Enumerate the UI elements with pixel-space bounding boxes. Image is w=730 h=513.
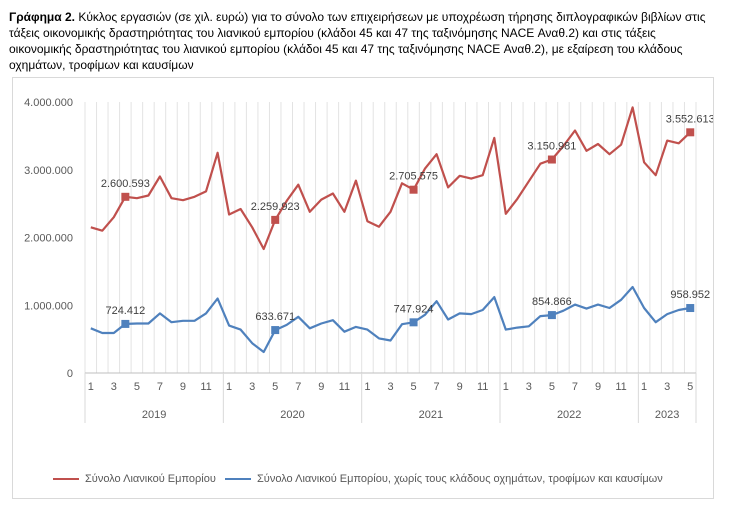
x-tick-label: 1 [226, 381, 232, 393]
year-label: 2019 [142, 409, 166, 421]
x-tick-label: 7 [572, 381, 578, 393]
data-marker [121, 192, 130, 201]
x-tick-label: 1 [88, 381, 94, 393]
data-marker [121, 319, 130, 328]
x-tick-label: 5 [272, 381, 278, 393]
x-tick-label: 11 [200, 381, 211, 393]
data-marker [686, 128, 695, 137]
data-marker [271, 215, 280, 224]
series-line [90, 285, 691, 354]
year-label: 2021 [419, 409, 443, 421]
data-marker [271, 326, 280, 335]
legend-item-retail-excl: Σύνολο Λιανικού Εμπορίου, χωρίς τους κλά… [225, 473, 663, 485]
x-tick-label: 9 [457, 381, 463, 393]
x-tick-label: 9 [318, 381, 324, 393]
data-label: 2.600.593 [101, 178, 150, 190]
chart-container: 0 1.000.000 2.000.000 3.000.000 4.000.000 1 3 5… [12, 77, 714, 499]
data-marker [409, 318, 418, 327]
caption-text: Κύκλος εργασιών (σε χιλ. ευρώ) για το σύ… [9, 10, 706, 72]
x-tick-label: 3 [111, 381, 117, 393]
data-marker [547, 311, 556, 320]
x-tick-label: 5 [410, 381, 416, 393]
legend-swatch-retail-excl [225, 478, 251, 481]
data-label: 958.952 [670, 289, 710, 301]
x-tick-label: 5 [134, 381, 140, 393]
legend-swatch-total-retail [53, 478, 79, 481]
x-tick-label: 9 [595, 381, 601, 393]
data-label: 633.671 [255, 311, 295, 323]
data-label: 747.924 [394, 303, 434, 315]
x-tick-label: 5 [549, 381, 555, 393]
year-label: 2020 [280, 409, 304, 421]
x-tick-label: 5 [687, 381, 693, 393]
caption-label: Γράφημα 2. [9, 10, 75, 24]
data-marker [409, 185, 418, 194]
x-tick-label: 3 [664, 381, 670, 393]
legend-label-total-retail: Σύνολο Λιανικού Εμπορίου [85, 473, 216, 485]
data-label: 3.552.613 [666, 113, 713, 125]
y-tick-label: 0 [67, 368, 73, 380]
x-tick-label: 3 [526, 381, 532, 393]
y-tick-label: 2.000.000 [24, 233, 73, 245]
data-label: 724.412 [105, 305, 145, 317]
x-tick-label: 9 [180, 381, 186, 393]
x-tick-label: 1 [503, 381, 509, 393]
series-line [90, 106, 691, 251]
x-tick-label: 1 [364, 381, 370, 393]
y-tick-label: 3.000.000 [24, 165, 73, 177]
year-label: 2023 [655, 409, 679, 421]
data-label: 3.150.981 [527, 141, 576, 153]
line-chart: 0 1.000.000 2.000.000 3.000.000 4.000.000 1 3 5… [24, 97, 713, 423]
legend-item-total-retail: Σύνολο Λιανικού Εμπορίου [53, 473, 216, 485]
data-marker [686, 304, 695, 313]
legend-label-retail-excl: Σύνολο Λιανικού Εμπορίου, χωρίς τους κλά… [257, 473, 663, 485]
x-tick-label: 3 [387, 381, 393, 393]
chart-caption: Γράφημα 2. Κύκλος εργασιών (σε χιλ. ευρώ… [9, 9, 721, 73]
year-label: 2022 [557, 409, 581, 421]
data-label: 854.866 [532, 296, 572, 308]
y-tick-label: 1.000.000 [24, 300, 73, 312]
x-tick-label: 7 [157, 381, 163, 393]
x-tick-label: 11 [339, 381, 350, 393]
x-tick-label: 7 [434, 381, 440, 393]
x-tick-label: 11 [615, 381, 626, 393]
x-tick-label: 3 [249, 381, 255, 393]
data-label: 2.259.923 [251, 201, 300, 213]
x-tick-label: 11 [477, 381, 488, 393]
data-marker [547, 155, 556, 164]
x-tick-label: 1 [641, 381, 647, 393]
data-label: 2.705.575 [389, 171, 438, 183]
y-tick-label: 4.000.000 [24, 97, 73, 109]
x-tick-label: 7 [295, 381, 301, 393]
